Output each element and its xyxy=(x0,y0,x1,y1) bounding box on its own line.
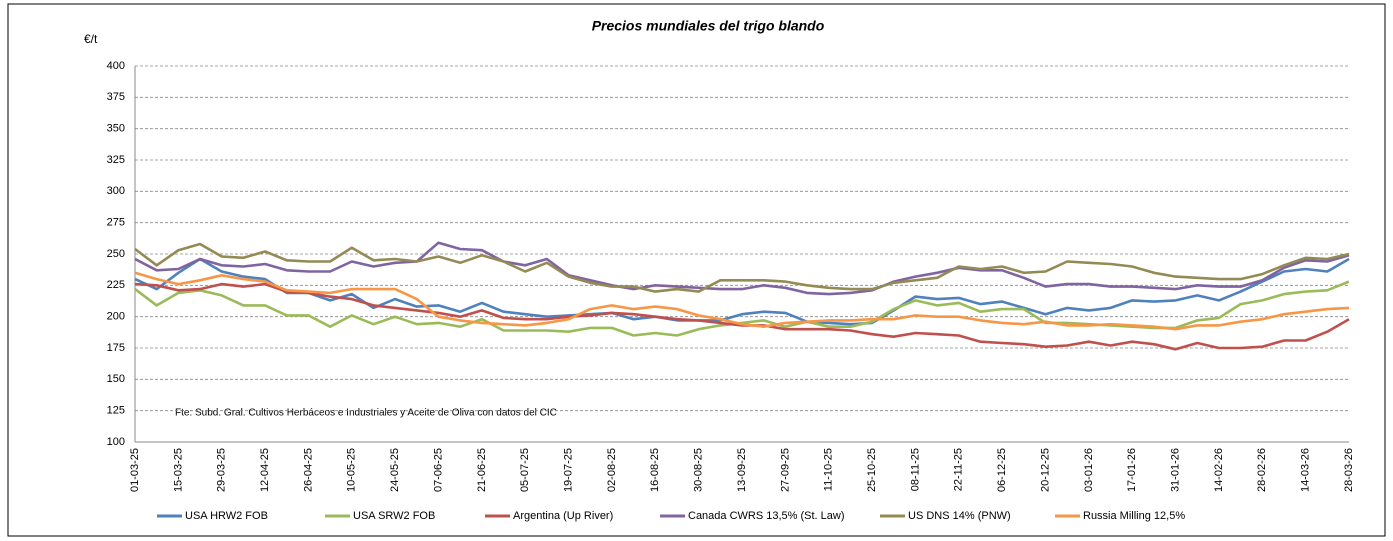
y-tick-label: 125 xyxy=(107,405,125,417)
x-tick-label: 25-10-25 xyxy=(866,448,878,492)
legend-label: USA HRW2 FOB xyxy=(185,510,268,522)
legend-label: Russia Milling 12,5% xyxy=(1083,510,1185,522)
y-tick-label: 300 xyxy=(107,185,125,197)
y-tick-label: 375 xyxy=(107,91,125,103)
x-tick-label: 16-08-25 xyxy=(649,448,661,492)
y-tick-label: 275 xyxy=(107,217,125,229)
y-tick-label: 225 xyxy=(107,279,125,291)
y-tick-label: 175 xyxy=(107,342,125,354)
x-tick-label: 24-05-25 xyxy=(389,448,401,492)
x-tick-label: 22-11-25 xyxy=(953,448,965,491)
x-tick-label: 17-01-26 xyxy=(1126,448,1138,492)
x-tick-label: 03-01-26 xyxy=(1083,448,1095,492)
y-tick-label: 350 xyxy=(107,123,125,135)
x-tick-label: 10-05-25 xyxy=(346,448,358,492)
x-tick-label: 27-09-25 xyxy=(779,448,791,492)
x-tick-label: 13-09-25 xyxy=(736,448,748,492)
y-tick-label: 200 xyxy=(107,311,125,323)
x-tick-label: 20-12-25 xyxy=(1039,448,1051,492)
y-tick-label: 250 xyxy=(107,248,125,260)
chart-title: Precios mundiales del trigo blando xyxy=(592,18,825,34)
series-line xyxy=(134,271,1350,331)
x-tick-label: 28-02-26 xyxy=(1256,448,1268,492)
legend-label: US DNS 14% (PNW) xyxy=(908,510,1011,522)
x-tick-label: 06-12-25 xyxy=(996,448,1008,492)
x-tick-label: 11-10-25 xyxy=(823,448,835,491)
series-line xyxy=(134,242,1350,293)
x-tick-label: 14-02-26 xyxy=(1213,448,1225,492)
x-tick-label: 01-03-25 xyxy=(129,448,141,492)
x-tick-label: 07-06-25 xyxy=(432,448,444,492)
legend-label: Argentina (Up River) xyxy=(513,510,613,522)
x-tick-label: 26-04-25 xyxy=(302,448,314,492)
chart-border xyxy=(7,3,1386,537)
y-tick-label: 400 xyxy=(107,60,125,72)
x-tick-label: 08-11-25 xyxy=(909,448,921,491)
y-tick-label: 150 xyxy=(107,373,125,385)
x-tick-label: 15-03-25 xyxy=(172,448,184,492)
x-tick-label: 02-08-25 xyxy=(606,448,618,492)
y-axis-label: €/t xyxy=(84,32,98,46)
y-tick-label: 325 xyxy=(107,154,125,166)
y-tick-label: 100 xyxy=(107,436,125,448)
legend-label: Canada CWRS 13,5% (St. Law) xyxy=(688,510,845,522)
x-tick-label: 05-07-25 xyxy=(519,448,531,492)
x-tick-label: 14-03-26 xyxy=(1300,448,1312,492)
legend-label: USA SRW2 FOB xyxy=(353,510,435,522)
x-tick-label: 30-08-25 xyxy=(693,448,705,492)
source-note: Fte: Subd. Gral. Cultivos Herbáceos e In… xyxy=(175,408,557,419)
x-tick-label: 21-06-25 xyxy=(476,448,488,492)
x-tick-label: 19-07-25 xyxy=(562,448,574,492)
x-tick-label: 29-03-25 xyxy=(216,448,228,492)
series-line xyxy=(134,241,1350,296)
x-tick-label: 31-01-26 xyxy=(1169,448,1181,492)
x-tick-label: 12-04-25 xyxy=(259,448,271,492)
x-tick-label: 28-03-26 xyxy=(1343,448,1355,492)
